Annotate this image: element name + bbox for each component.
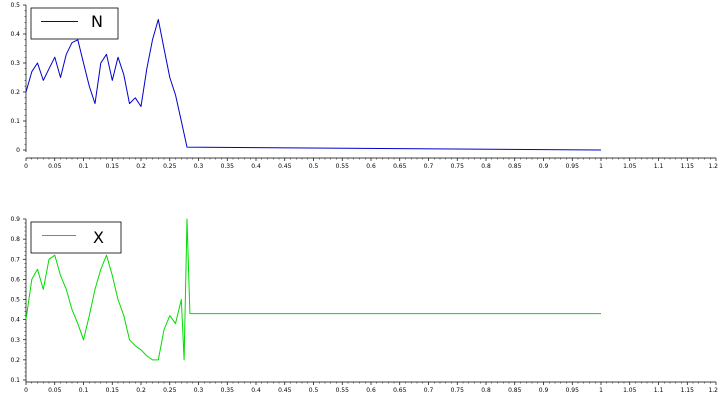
x-tick-label: 0.5 (309, 163, 319, 170)
x-tick-label: 0.85 (508, 163, 522, 170)
x-tick-label: 0.8 (481, 387, 491, 394)
x-tick-label: 0.75 (451, 387, 465, 394)
x-tick-label: 0.15 (106, 163, 120, 170)
x-tick-label: 0.7 (424, 387, 434, 394)
series-line-n (25, 19, 602, 151)
x-tick-label: 0.05 (48, 163, 62, 170)
y-tick-label: 0.9 (10, 216, 20, 223)
x-tick-label: 0.9 (539, 163, 549, 170)
x-tick-label: 0.85 (508, 387, 522, 394)
x-tick-label: 0 (24, 387, 28, 394)
x-tick-label: 0.6 (366, 387, 376, 394)
x-tick-label: 1.1 (654, 163, 664, 170)
legend-label: N (91, 12, 103, 31)
y-tick-label: 0 (16, 147, 20, 154)
x-tick-label: 1 (599, 163, 603, 170)
x-tick-label: 0.1 (79, 163, 89, 170)
plot-x: 0.1 0.2 0.3 0.4 0.5 0.6 0.7 0.8 0.9 0 0.05 0.1 0.15 0… (10, 216, 718, 394)
y-tick-label: 0.2 (10, 357, 20, 364)
y-tick-label: 0.5 (10, 297, 20, 304)
y-tick-label: 0.8 (10, 236, 20, 243)
x-tick-label: 0.95 (566, 163, 580, 170)
x-tick-label: 0.1 (79, 387, 89, 394)
y-tick-label: 0.5 (10, 2, 20, 9)
x-tick-label: 1.1 (654, 387, 664, 394)
legend: X (30, 221, 122, 254)
plot-n: 0 0.1 0.2 0.3 0.4 0.5 0 0.05 0.1 0.15 0.2 0.25 0.3 0.… (10, 2, 718, 170)
x-tick-label: 0.15 (106, 387, 120, 394)
x-tick-label: 0.45 (278, 163, 292, 170)
y-tick-label: 0.3 (10, 337, 20, 344)
y-tick-label: 0.4 (10, 317, 20, 324)
x-tick-label: 0.8 (481, 163, 491, 170)
legend: N (30, 7, 119, 40)
x-tick-label: 0.05 (48, 387, 62, 394)
x-tick-label: 0.2 (136, 163, 146, 170)
series-line-x (25, 218, 601, 361)
x-tick-label: 0 (24, 163, 28, 170)
x-tick-label: 0.75 (451, 163, 465, 170)
x-tick-label: 1.2 (708, 163, 718, 170)
x-tick-label: 1.15 (681, 163, 695, 170)
x-tick-label: 0.95 (566, 387, 580, 394)
x-tick-label: 0.7 (424, 163, 434, 170)
x-tick-label: 1.2 (708, 387, 718, 394)
x-tick-label: 0.55 (336, 163, 350, 170)
y-tick-label: 0.3 (10, 60, 20, 67)
x-tick-label: 0.45 (278, 387, 292, 394)
x-tick-label: 1.15 (681, 387, 695, 394)
x-tick-label: 0.3 (194, 163, 204, 170)
x-tick-label: 1.05 (623, 387, 637, 394)
x-tick-label: 0.35 (221, 387, 235, 394)
x-tick-label: 0.35 (221, 163, 235, 170)
x-tick-label: 0.4 (251, 387, 261, 394)
x-tick-label: 0.65 (393, 387, 407, 394)
y-tick-label: 0.6 (10, 276, 20, 283)
y-tick-label: 0.2 (10, 89, 20, 96)
x-tick-label: 0.25 (163, 387, 177, 394)
x-tick-label: 0.4 (251, 163, 261, 170)
x-tick-label: 0.25 (163, 163, 177, 170)
legend-box (30, 7, 119, 40)
x-tick-label: 0.9 (539, 387, 549, 394)
x-tick-label: 0.55 (336, 387, 350, 394)
x-tick-label: 0.3 (194, 387, 204, 394)
x-tick-label: 1 (599, 387, 603, 394)
x-tick-label: 0.65 (393, 163, 407, 170)
y-tick-label: 0.1 (10, 118, 20, 125)
x-tick-label: 0.6 (366, 163, 376, 170)
legend-label: X (93, 228, 104, 247)
x-tick-label: 0.5 (309, 387, 319, 394)
x-tick-label: 1.05 (623, 163, 637, 170)
x-tick-label: 0.2 (136, 387, 146, 394)
y-tick-label: 0.1 (10, 377, 20, 384)
y-tick-label: 0.4 (10, 31, 20, 38)
y-tick-label: 0.7 (10, 256, 20, 263)
legend-box (30, 221, 122, 254)
